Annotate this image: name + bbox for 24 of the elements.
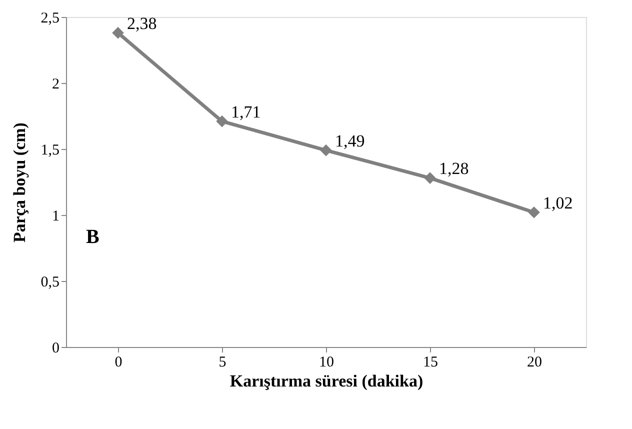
- x-tick-label: 15: [423, 354, 438, 370]
- y-tick-label: 0,5: [40, 274, 60, 290]
- y-tick-label: 1: [52, 208, 60, 224]
- x-tick-label: 5: [218, 354, 226, 370]
- y-axis-title: Parça boyu (cm): [10, 122, 29, 242]
- data-label: 1,49: [335, 131, 365, 150]
- x-tick-label: 20: [527, 354, 542, 370]
- x-axis-title: Karıştırma süresi (dakika): [230, 372, 424, 390]
- y-tick-label: 2: [52, 76, 60, 92]
- x-tick-label: 0: [114, 354, 122, 370]
- data-label: 2,38: [127, 14, 157, 33]
- y-tick-label: 0: [52, 340, 60, 356]
- point: [528, 206, 540, 218]
- y-tick-label: 1,5: [40, 142, 60, 158]
- point: [216, 115, 228, 128]
- x-tick-label: 10: [319, 354, 334, 370]
- point: [112, 26, 124, 39]
- data-label: 1,02: [543, 193, 573, 212]
- data-label: 1,28: [439, 159, 469, 178]
- y-tick-label: 2,5: [40, 10, 60, 26]
- annotation: B: [86, 226, 100, 248]
- data-label: 1,71: [231, 102, 261, 122]
- point: [320, 144, 332, 156]
- point: [424, 172, 436, 184]
